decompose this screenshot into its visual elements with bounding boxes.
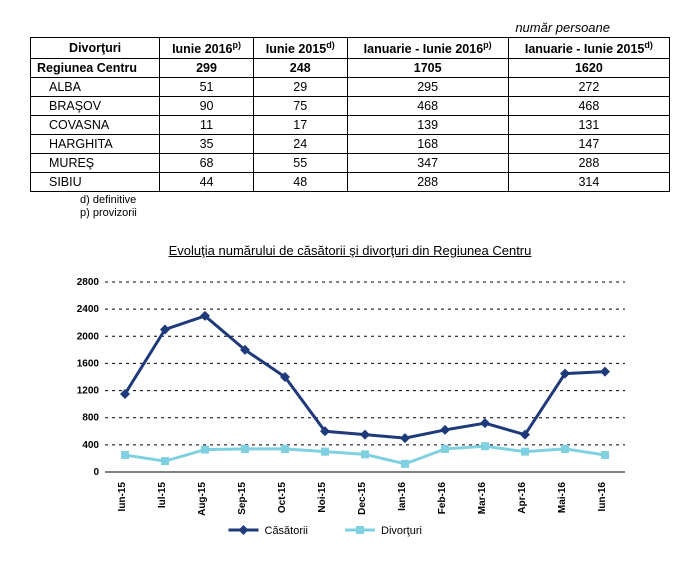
svg-text:800: 800 [82,412,99,423]
table-row: Regiunea Centru29924817051620 [31,59,670,78]
row-value: 48 [253,173,347,192]
row-value: 347 [347,154,508,173]
svg-text:Iul-15: Iul-15 [157,481,168,508]
row-value: 147 [508,135,669,154]
row-value: 299 [160,59,254,78]
table-row: BRAŞOV9075468468 [31,97,670,116]
chart-title: Evoluţia numărului de căsătorii şi divor… [30,243,670,258]
row-value: 68 [160,154,254,173]
row-value: 24 [253,135,347,154]
svg-text:Divorţuri: Divorţuri [381,525,422,537]
row-value: 1620 [508,59,669,78]
svg-text:1600: 1600 [77,358,100,369]
row-value: 139 [347,116,508,135]
svg-text:0: 0 [93,467,99,478]
svg-text:Sep-15: Sep-15 [237,481,248,514]
row-label: BRAŞOV [31,97,160,116]
th-iun2016: Iunie 2016p) [160,38,254,59]
svg-text:Iun-15: Iun-15 [117,481,128,511]
table-row: COVASNA1117139131 [31,116,670,135]
row-label: HARGHITA [31,135,160,154]
svg-text:Apr-16: Apr-16 [517,481,528,513]
table-super-header: număr persoane [30,20,670,35]
row-value: 272 [508,78,669,97]
row-label: SIBIU [31,173,160,192]
table-header-row: Divorţuri Iunie 2016p) Iunie 2015d) Ianu… [31,38,670,59]
svg-text:Căsătorii: Căsătorii [265,525,308,537]
svg-text:Dec-15: Dec-15 [357,481,368,514]
row-value: 295 [347,78,508,97]
divorce-table: Divorţuri Iunie 2016p) Iunie 2015d) Ianu… [30,37,670,192]
row-value: 51 [160,78,254,97]
row-value: 1705 [347,59,508,78]
table-row: MUREŞ6855347288 [31,154,670,173]
table-row: HARGHITA3524168147 [31,135,670,154]
svg-text:Noi-15: Noi-15 [317,481,328,512]
row-value: 131 [508,116,669,135]
svg-text:2800: 2800 [77,277,100,288]
svg-text:Iun-16: Iun-16 [597,481,608,511]
svg-text:400: 400 [82,439,99,450]
svg-text:Aug-15: Aug-15 [197,481,208,515]
row-value: 288 [508,154,669,173]
svg-text:Feb-16: Feb-16 [437,481,448,514]
row-label: MUREŞ [31,154,160,173]
th-divorturi: Divorţuri [31,38,160,59]
svg-text:1200: 1200 [77,385,100,396]
row-value: 468 [508,97,669,116]
footnote-p: p) provizorii [80,207,670,220]
row-label: Regiunea Centru [31,59,160,78]
row-value: 248 [253,59,347,78]
th-ianiun2016: Ianuarie - Iunie 2016p) [347,38,508,59]
row-value: 314 [508,173,669,192]
svg-text:Mai-16: Mai-16 [557,481,568,513]
th-ianiun2015: Ianuarie - Iunie 2015d) [508,38,669,59]
svg-text:2400: 2400 [77,304,100,315]
svg-text:2000: 2000 [77,331,100,342]
svg-text:Mar-16: Mar-16 [477,481,488,514]
row-value: 17 [253,116,347,135]
row-value: 44 [160,173,254,192]
th-iun2015: Iunie 2015d) [253,38,347,59]
row-value: 11 [160,116,254,135]
row-label: COVASNA [31,116,160,135]
table-row: ALBA5129295272 [31,78,670,97]
svg-text:Ian-16: Ian-16 [397,481,408,510]
row-label: ALBA [31,78,160,97]
row-value: 468 [347,97,508,116]
svg-text:Oct-15: Oct-15 [277,481,288,513]
row-value: 168 [347,135,508,154]
row-value: 55 [253,154,347,173]
row-value: 288 [347,173,508,192]
table-row: SIBIU4448288314 [31,173,670,192]
table-footnotes: d) definitive p) provizorii [30,194,670,220]
footnote-d: d) definitive [80,194,670,207]
row-value: 75 [253,97,347,116]
line-chart: 0 400 800 1200 1600 2000 2400 2800 Iun-15 Iul-15 A… [50,272,650,550]
row-value: 35 [160,135,254,154]
row-value: 90 [160,97,254,116]
row-value: 29 [253,78,347,97]
